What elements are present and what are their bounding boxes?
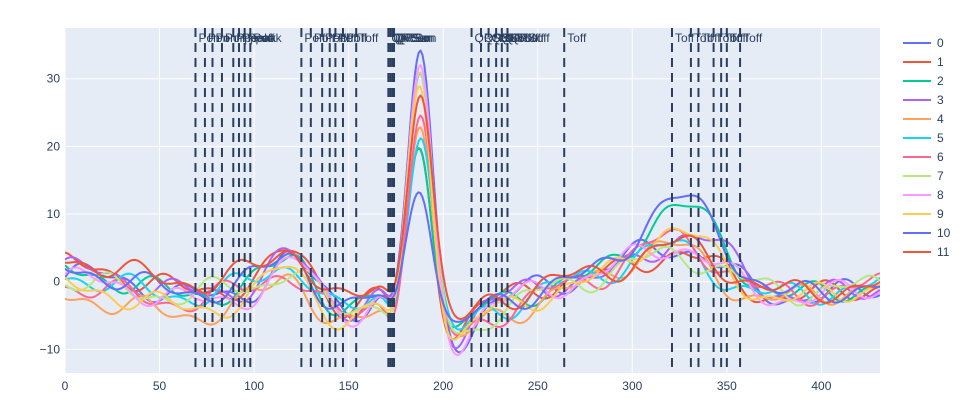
annotation-label: Pon bbox=[225, 31, 246, 45]
legend-label: 9 bbox=[937, 207, 944, 221]
annotation-label: Toff bbox=[675, 31, 695, 45]
legend-item-1[interactable]: 1 bbox=[903, 55, 944, 69]
y-tick-label: 20 bbox=[47, 139, 61, 153]
annotation-label: QRSon bbox=[393, 31, 432, 45]
annotation-label: Toff bbox=[724, 31, 744, 45]
x-axis-ticks: 0 50 100 150 200 250 300 350 400 bbox=[62, 379, 832, 393]
legend-label: 2 bbox=[937, 74, 944, 88]
annotation-label: Toff bbox=[730, 31, 750, 45]
x-tick-label: 0 bbox=[62, 379, 69, 393]
annotation-label: QRSoff bbox=[499, 31, 539, 45]
legend[interactable]: 0 1 2 3 4 5 6 7 8 9 10 11 bbox=[903, 36, 951, 259]
legend-item-5[interactable]: 5 bbox=[903, 131, 944, 145]
legend-item-3[interactable]: 3 bbox=[903, 93, 944, 107]
legend-label: 1 bbox=[937, 55, 944, 69]
legend-item-8[interactable]: 8 bbox=[903, 188, 944, 202]
annotation-label: QRSoff bbox=[484, 31, 524, 45]
legend-item-11[interactable]: 11 bbox=[903, 245, 950, 259]
x-tick-label: 300 bbox=[622, 379, 642, 393]
annotation-label: Toff bbox=[359, 31, 379, 45]
annotation-lines bbox=[194, 28, 742, 373]
y-axis-ticks: −10 0 10 20 30 bbox=[40, 72, 61, 357]
annotation-label: Pon bbox=[215, 31, 236, 45]
annotation-label: QRSon bbox=[395, 31, 434, 45]
annotation-label: Poff bbox=[333, 31, 355, 45]
annotation-label: QRSoff bbox=[505, 31, 545, 45]
legend-label: 3 bbox=[937, 93, 944, 107]
legend-label: 8 bbox=[937, 188, 944, 202]
legend-label: 10 bbox=[937, 226, 951, 240]
legend-item-4[interactable]: 4 bbox=[903, 112, 944, 126]
annotation-label: Toff bbox=[743, 31, 763, 45]
y-tick-label: −10 bbox=[40, 342, 61, 356]
legend-label: 4 bbox=[937, 112, 944, 126]
legend-label: 7 bbox=[937, 169, 944, 183]
x-tick-label: 100 bbox=[244, 379, 264, 393]
legend-item-6[interactable]: 6 bbox=[903, 150, 944, 164]
annotation-label: QRSoff bbox=[492, 31, 532, 45]
annotation-label: Pon bbox=[198, 31, 219, 45]
legend-label: 11 bbox=[937, 245, 950, 259]
annotation-label: Poff bbox=[338, 31, 360, 45]
annotation-label: Poff bbox=[304, 31, 326, 45]
legend-item-10[interactable]: 10 bbox=[903, 226, 951, 240]
annotation-label: Ppeak bbox=[236, 31, 271, 45]
annotation-label: Toff bbox=[567, 31, 587, 45]
legend-item-2[interactable]: 2 bbox=[903, 74, 944, 88]
legend-item-7[interactable]: 7 bbox=[903, 169, 944, 183]
annotation-label: Pon bbox=[208, 31, 229, 45]
annotation-label: Toff bbox=[694, 31, 714, 45]
annotation-label: QRSoff bbox=[510, 31, 550, 45]
annotation-label: Ppeak bbox=[248, 31, 283, 45]
annotation-label: Toff bbox=[717, 31, 737, 45]
x-tick-label: 250 bbox=[528, 379, 548, 393]
annotation-label: QRSon bbox=[397, 31, 436, 45]
x-tick-label: 200 bbox=[433, 379, 453, 393]
legend-item-0[interactable]: 0 bbox=[903, 36, 944, 50]
legend-label: 6 bbox=[937, 150, 944, 164]
y-tick-label: 30 bbox=[47, 72, 61, 86]
annotation-label: QRSoff bbox=[475, 31, 515, 45]
annotation-label: Toff bbox=[701, 31, 721, 45]
x-tick-label: 400 bbox=[811, 379, 831, 393]
annotation-label: Poff bbox=[346, 31, 368, 45]
annotation-label: Poff bbox=[253, 31, 275, 45]
legend-label: 5 bbox=[937, 131, 944, 145]
legend-item-9[interactable]: 9 bbox=[903, 207, 944, 221]
annotation-label: Poff bbox=[325, 31, 347, 45]
x-tick-label: 50 bbox=[153, 379, 167, 393]
x-tick-label: 350 bbox=[717, 379, 737, 393]
legend-label: 0 bbox=[937, 36, 944, 50]
x-tick-label: 150 bbox=[339, 379, 359, 393]
annotation-label: Ppeak bbox=[242, 31, 277, 45]
series-line-11[interactable] bbox=[65, 94, 880, 320]
y-tick-label: 10 bbox=[47, 207, 61, 221]
annotation-label: QRSon bbox=[391, 31, 430, 45]
y-tick-label: 0 bbox=[53, 275, 60, 289]
annotation-label: Poff bbox=[314, 31, 336, 45]
